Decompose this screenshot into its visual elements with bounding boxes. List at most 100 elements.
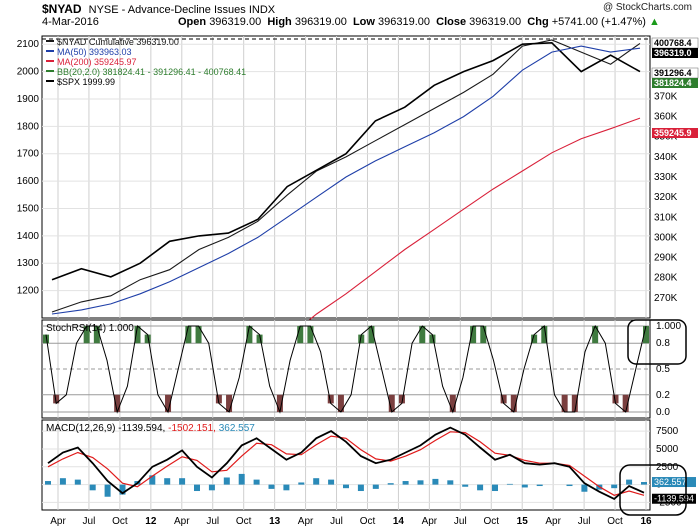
legend-label: MA(50) 393963.03: [57, 47, 132, 57]
close-label: Close: [436, 16, 467, 28]
chg-label: Chg: [527, 16, 549, 28]
price-value-box: [652, 128, 698, 138]
macd-hist-bar: [74, 479, 81, 485]
stoch-axis-tick: 0.2: [656, 390, 670, 401]
low-value: 396319.00: [378, 16, 431, 28]
macd-hist-bar: [566, 484, 573, 487]
low-label: Low: [352, 16, 375, 28]
x-tick-label: Jul: [330, 516, 343, 527]
macd-hist-bar: [417, 480, 424, 485]
stoch-oversold-fill: [388, 394, 395, 412]
x-tick-label: 14: [393, 516, 405, 527]
macd-hist-bar: [283, 484, 290, 491]
stoch-oversold-fill: [337, 394, 344, 412]
x-tick-label: Jul: [578, 516, 591, 527]
macd-value-box: [652, 493, 696, 504]
open-value: 396319.00: [209, 16, 262, 28]
x-tick-label: Oct: [236, 516, 252, 527]
x-tick-label: 16: [640, 516, 652, 527]
left-axis-tick: 2100: [17, 39, 40, 50]
stoch-oversold-fill: [612, 394, 619, 404]
macd-value: -1139.594,: [118, 423, 168, 434]
macd-hist-bar: [357, 484, 364, 492]
stoch-oversold-fill: [53, 394, 60, 404]
macd-hist-bar: [477, 484, 484, 491]
chg-arrow-icon: ▲: [649, 16, 660, 28]
series-spx: [51, 41, 641, 281]
macd-value-label: 362.557: [654, 477, 687, 487]
stoch-oversold-fill: [561, 394, 568, 412]
chg-value: +5741.00 (+1.47%): [551, 16, 646, 28]
stoch-overbought-fill: [541, 326, 548, 344]
stoch-overbought-fill: [246, 326, 253, 344]
stoch-overbought-fill: [592, 326, 599, 344]
price-value-label: 400768.4: [654, 38, 692, 48]
stoch-overbought-fill: [144, 334, 151, 344]
stoch-axis-tick: 0.5: [656, 364, 670, 375]
price-value-label: 391296.4: [654, 68, 692, 78]
x-tick-label: 13: [269, 516, 281, 527]
left-axis-tick: 1300: [17, 258, 40, 269]
macd-hist-bar: [328, 479, 335, 485]
right-axis-tick: 300K: [654, 232, 678, 243]
x-tick-label: Apr: [174, 516, 190, 527]
price-value-label: 381824.4: [654, 78, 692, 88]
right-axis-tick: 370K: [654, 91, 678, 102]
macd-hist-bar: [462, 484, 469, 487]
stoch-oversold-fill: [449, 394, 456, 412]
macd-hist-bar: [402, 481, 409, 485]
macd-plot-frame: [41, 419, 651, 511]
x-tick-label: Oct: [607, 516, 623, 527]
stoch-oversold-fill: [500, 394, 507, 404]
right-axis-tick: 290K: [654, 253, 678, 264]
stoch-overbought-fill: [368, 326, 375, 344]
macd-hist-bar: [149, 475, 156, 485]
macd-hist-bar: [59, 478, 66, 485]
stoch-oversold-fill: [114, 394, 121, 412]
stoch-oversold-fill: [215, 394, 222, 404]
stoch-axis-tick: 0.8: [656, 338, 670, 349]
stoch-highlight-circle: [627, 319, 687, 365]
macd-hist-bar: [432, 478, 439, 485]
x-tick-label: Oct: [483, 516, 499, 527]
price-panel: 1200 1300 1400 1500 1600 1700 1800 1900 2000 2100…: [17, 35, 699, 339]
stoch-overbought-fill: [256, 334, 263, 344]
right-axis-tick: 270K: [654, 293, 678, 304]
price-value-label: 359245.9: [654, 128, 692, 138]
macd-hist-bar: [164, 478, 171, 485]
macd-signal-line: [47, 431, 645, 496]
stoch-axis-tick: 0.0: [656, 407, 670, 418]
x-tick-label: Apr: [50, 516, 66, 527]
left-axis-tick: 1700: [17, 149, 40, 160]
price-value-box: [652, 58, 698, 68]
macd-hist-bar: [253, 479, 260, 485]
stoch-overbought-fill: [643, 326, 649, 344]
chart-date: 4-Mar-2016: [42, 16, 99, 28]
macd-hist-bar: [641, 482, 647, 485]
stoch-overbought-fill: [43, 334, 49, 344]
x-tick-label: 12: [145, 516, 157, 527]
high-label: High: [267, 16, 292, 28]
stoch-oversold-fill: [571, 394, 578, 412]
x-tick-label: Apr: [298, 516, 314, 527]
macd-hist-bar: [447, 480, 454, 485]
macd-title-label: MACD(12,26,9): [46, 423, 118, 434]
price-value-label: 393963.0: [654, 58, 692, 68]
legend-label: $NYAD Cumulative 396319.00: [57, 37, 179, 47]
stoch-overbought-fill: [470, 326, 477, 344]
stoch-oversold-fill: [226, 394, 233, 412]
stoch-overbought-fill: [358, 334, 365, 344]
macd-hist-bar: [194, 484, 200, 492]
macd-hist-bar: [387, 483, 394, 485]
macd-hist-bar: [506, 483, 513, 485]
macd-value-label: -1139.594: [654, 494, 694, 504]
stoch-overbought-fill: [195, 326, 202, 344]
x-tick-label: Oct: [360, 516, 376, 527]
stoch-axis-tick: 1.000: [656, 321, 681, 332]
price-value-label: 396319.0: [654, 48, 692, 58]
series-nyad: [51, 39, 641, 313]
x-tick-label: 15: [517, 516, 529, 527]
stoch-oversold-fill: [398, 394, 405, 404]
stoch-oversold-fill: [510, 394, 517, 412]
